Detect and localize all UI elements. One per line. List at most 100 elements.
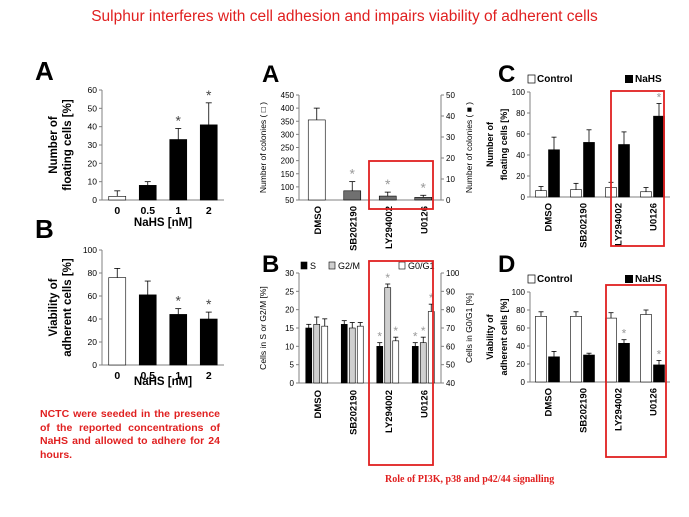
chart-mid-A: A 50 100 150 200 250 300 350 400 450 0 10 20 30 40 50 Nu… — [258, 61, 474, 251]
category-label: SB202190 — [579, 388, 590, 433]
y-tick-label: 40 — [516, 151, 525, 160]
y-tick-label: 20 — [516, 172, 525, 181]
bar — [640, 191, 652, 198]
category-label: 1 — [175, 205, 181, 217]
significance-marker: * — [657, 347, 662, 361]
bar — [378, 195, 397, 201]
y-tick-label: 150 — [281, 170, 295, 179]
y-tick-label: 100 — [83, 245, 97, 255]
bar — [384, 287, 392, 384]
category-label: SB202190 — [348, 206, 359, 251]
category-label: 0 — [114, 205, 120, 217]
y-axis-label: Viability of — [48, 278, 60, 336]
y-tick-label: 60 — [516, 130, 525, 139]
highlight-box — [605, 284, 667, 458]
y-tick-label: 40 — [516, 342, 525, 351]
legend-label: G2/M — [338, 261, 360, 271]
bar — [169, 139, 188, 201]
x-axis-label: NaHS [nM] — [134, 217, 192, 229]
panel-label: A — [262, 61, 279, 88]
significance-marker: * — [176, 113, 182, 129]
bar — [108, 277, 127, 366]
y2-tick-label: 20 — [446, 154, 455, 163]
bar — [618, 144, 630, 198]
page-title: Sulphur interferes with cell adhesion an… — [91, 8, 598, 25]
signalling-caption: Role of PI3K, p38 and p42/44 signalling — [385, 474, 555, 485]
y2-tick-label: 0 — [446, 196, 451, 205]
y2-axis-label: Number of colonies ( ■ ) — [464, 102, 474, 193]
significance-marker: * — [385, 176, 391, 192]
category-label: SB202190 — [579, 203, 590, 248]
bar — [138, 185, 157, 201]
y-tick-label: 10 — [88, 177, 98, 187]
y-tick-label: 200 — [281, 157, 295, 166]
significance-marker: * — [421, 179, 427, 195]
bar — [535, 190, 547, 198]
significance-marker: * — [622, 327, 627, 341]
y-tick-label: 400 — [281, 104, 295, 113]
bar — [605, 317, 617, 383]
category-label: 2 — [206, 370, 212, 382]
legend-swatch — [300, 261, 308, 270]
category-label: 2 — [206, 205, 212, 217]
bar — [583, 142, 595, 198]
highlight-box — [610, 90, 665, 247]
bar — [392, 340, 400, 384]
y2-tick-label: 40 — [446, 379, 455, 388]
category-label: 0.5 — [140, 370, 155, 382]
y-tick-label: 10 — [285, 342, 294, 351]
y2-tick-label: 30 — [446, 133, 455, 142]
bar — [199, 318, 218, 366]
legend-swatch — [398, 261, 406, 270]
y2-tick-label: 100 — [446, 269, 460, 278]
bar — [414, 197, 433, 201]
bar — [199, 124, 218, 201]
y-tick-label: 30 — [88, 140, 98, 150]
y-tick-label: 100 — [512, 88, 526, 97]
bar — [321, 325, 329, 384]
bar — [419, 342, 427, 384]
category-label: U0126 — [419, 390, 430, 418]
y-tick-label: 450 — [281, 91, 295, 100]
legend-swatch — [625, 75, 633, 83]
legend-swatch — [625, 275, 633, 283]
y-tick-label: 20 — [88, 337, 98, 347]
bar — [305, 327, 313, 384]
category-label: 1 — [175, 370, 181, 382]
category-label: 0 — [114, 370, 120, 382]
chart-mid-B: B 0 5 10 15 20 25 30 40 50 60 70 80 90 100 Cells in S o… — [258, 251, 474, 466]
significance-marker: * — [413, 330, 418, 344]
category-label: DMSO — [544, 203, 555, 232]
bar — [343, 190, 362, 201]
legend-swatch — [527, 74, 536, 84]
category-label: U0126 — [649, 203, 660, 231]
panel-label: C — [498, 61, 515, 88]
bar — [535, 315, 547, 383]
chart-right-D: D 0 20 40 60 80 100 Viability of adherent cells … — [485, 251, 670, 458]
bar — [583, 354, 595, 383]
y-tick-label: 350 — [281, 117, 295, 126]
y-tick-label: 50 — [88, 103, 98, 113]
category-label: DMSO — [313, 206, 324, 235]
y-tick-label: 25 — [285, 287, 294, 296]
y2-tick-label: 50 — [446, 91, 455, 100]
y2-tick-label: 90 — [446, 287, 455, 296]
chart-right-C: C 0 20 40 60 80 100 Number of floating cells [%]… — [485, 61, 670, 248]
y2-tick-label: 70 — [446, 324, 455, 333]
bar — [548, 149, 560, 198]
y-tick-label: 0 — [92, 360, 97, 370]
y-axis-label: Number of colonies ( □ ) — [258, 102, 268, 193]
y-tick-label: 20 — [516, 360, 525, 369]
bar — [169, 314, 188, 366]
y-tick-label: 40 — [88, 314, 98, 324]
legend-label: NaHS — [635, 74, 662, 85]
y2-tick-label: 40 — [446, 112, 455, 121]
bar — [376, 346, 384, 384]
significance-marker: * — [350, 166, 356, 182]
y-axis-label: floating cells [%] — [62, 99, 74, 191]
y-axis-label: Number of — [485, 121, 495, 167]
y-tick-label: 250 — [281, 144, 295, 153]
panel-label: A — [35, 56, 54, 86]
